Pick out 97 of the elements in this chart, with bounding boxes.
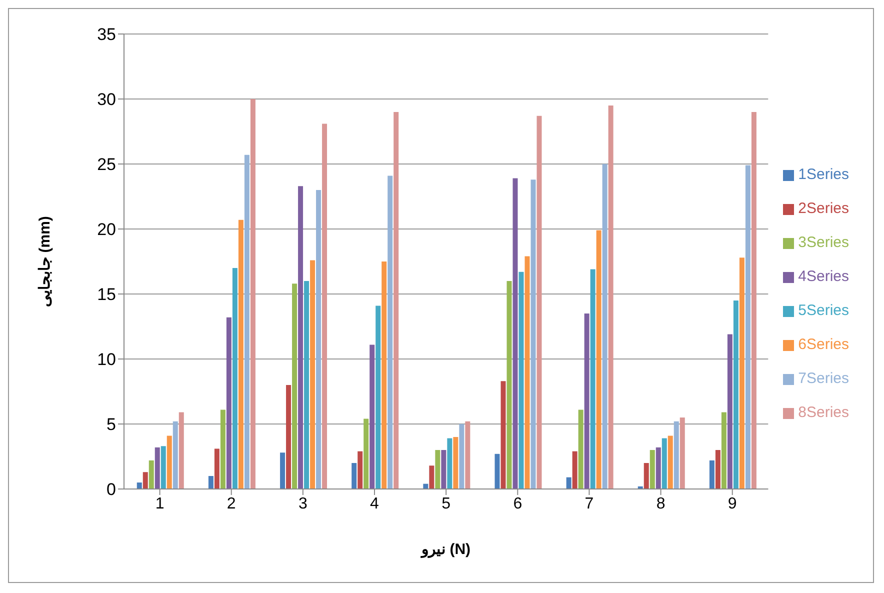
x-tick-label: 2	[226, 495, 236, 512]
bar	[578, 410, 584, 489]
bar	[388, 176, 393, 489]
bar	[142, 472, 148, 489]
y-tick-label: 10	[97, 350, 116, 370]
x-tick-label: 7	[584, 495, 594, 512]
bar	[298, 186, 304, 489]
bar	[382, 262, 387, 489]
bar	[721, 412, 726, 489]
bar	[226, 317, 232, 489]
bar	[172, 421, 178, 489]
bar	[644, 463, 649, 489]
bar	[566, 477, 572, 489]
bar	[584, 314, 590, 489]
bar	[602, 164, 608, 489]
y-axis-title: جابجایی (mm)	[36, 216, 54, 307]
x-tick-label: 3	[298, 495, 308, 512]
legend-label: 2Series	[798, 200, 849, 217]
y-tick-label: 35	[97, 25, 116, 44]
bar	[662, 438, 667, 489]
bar	[358, 451, 363, 489]
bar	[148, 460, 154, 489]
bar	[590, 269, 596, 489]
x-tick-label: 4	[370, 495, 380, 512]
bar	[238, 220, 244, 489]
bar	[518, 272, 524, 489]
bar	[596, 230, 602, 489]
bar	[459, 424, 464, 489]
legend-label: 1Series	[798, 166, 849, 183]
bar	[394, 112, 399, 489]
x-tick-label: 9	[728, 495, 737, 512]
bar	[447, 438, 452, 489]
bar	[709, 460, 714, 489]
bar	[286, 385, 292, 489]
legend-label: 7Series	[798, 370, 849, 387]
bar	[364, 418, 369, 489]
bar	[220, 410, 226, 489]
bar	[244, 154, 250, 489]
y-tick-label: 15	[97, 285, 116, 304]
y-tick-label: 30	[97, 90, 116, 110]
bar	[453, 437, 458, 489]
y-tick-label: 25	[97, 155, 116, 174]
bar	[376, 306, 381, 489]
bar	[154, 447, 160, 489]
legend-label: 4Series	[798, 268, 849, 285]
bar	[500, 381, 506, 489]
y-tick-label: 0	[106, 480, 116, 500]
bar	[136, 482, 142, 489]
bar	[656, 447, 661, 489]
x-tick-label: 6	[513, 495, 522, 512]
bar	[435, 450, 440, 489]
legend-label: 5Series	[798, 302, 849, 319]
legend-label: 3Series	[798, 234, 849, 251]
bar	[310, 260, 316, 489]
bar	[280, 452, 286, 489]
x-tick-label: 1	[155, 495, 164, 512]
bar	[680, 418, 685, 489]
bar	[715, 450, 720, 489]
bar	[322, 124, 328, 489]
bar	[304, 281, 310, 489]
bar	[668, 436, 673, 489]
bar	[536, 116, 542, 489]
bar	[733, 300, 738, 489]
bar	[208, 476, 214, 489]
bar	[650, 450, 655, 489]
bar	[441, 450, 446, 489]
bar	[316, 190, 322, 489]
bar	[674, 421, 679, 489]
bar	[530, 180, 536, 489]
bar	[250, 99, 256, 489]
bar	[465, 421, 470, 489]
bar	[214, 448, 220, 489]
bar	[506, 281, 512, 489]
bar	[429, 466, 434, 489]
bar	[494, 454, 500, 489]
bar	[739, 258, 744, 489]
bar	[745, 165, 750, 489]
legend-label: 6Series	[798, 336, 849, 353]
bar	[352, 463, 357, 489]
x-axis-title: نیرو (N)	[420, 541, 471, 558]
bar	[160, 446, 166, 489]
bar	[292, 284, 298, 489]
y-tick-label: 20	[97, 220, 116, 240]
bar	[178, 412, 184, 489]
bar	[370, 344, 375, 489]
x-tick-label: 5	[442, 495, 451, 512]
bar	[608, 106, 614, 489]
y-tick-label: 5	[106, 415, 116, 434]
bar	[512, 178, 518, 489]
bar	[524, 256, 530, 489]
x-tick-label: 8	[656, 495, 666, 512]
bar	[727, 334, 732, 489]
bar	[166, 436, 172, 489]
legend-label: 8Series	[798, 404, 849, 421]
bar	[751, 112, 756, 489]
bar	[572, 451, 578, 489]
bar	[232, 268, 238, 489]
